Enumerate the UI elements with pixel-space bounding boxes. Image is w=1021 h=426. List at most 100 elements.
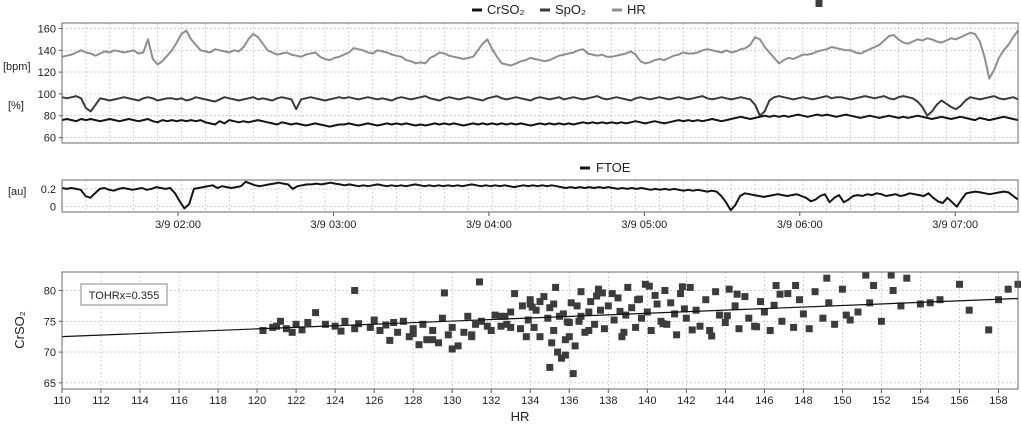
- scatter-point-175: [985, 326, 993, 334]
- scatter-point-13: [355, 320, 363, 328]
- scatter-point-186: [616, 307, 624, 315]
- scatter-point-48: [530, 323, 538, 331]
- scatter-point-128: [846, 316, 854, 324]
- scatter-point-45: [518, 302, 526, 310]
- scatter-point-4: [292, 320, 300, 328]
- scatter-point-29: [444, 331, 452, 339]
- scatter-point-190: [776, 290, 784, 298]
- scatter-point-99: [686, 283, 694, 291]
- vitals-grid: [62, 23, 1018, 143]
- scatter-point-142: [429, 336, 437, 344]
- scatter-point-82: [632, 323, 640, 331]
- scatter-point-101: [696, 322, 704, 330]
- scatter-point-98: [682, 314, 690, 322]
- scatter-point-54: [548, 339, 556, 347]
- scatter-xtick-150: 150: [833, 395, 851, 407]
- scatter-point-184: [563, 318, 571, 326]
- scatter-point-75: [608, 290, 616, 298]
- scatter-point-59: [559, 310, 567, 318]
- ftoe-legend: FTOE: [580, 160, 631, 175]
- scatter-point-21: [405, 333, 413, 341]
- scatter-point-84: [638, 314, 645, 322]
- ftoe-ytick-0-2: 0.2: [41, 184, 56, 196]
- scatter-point-72: [597, 306, 604, 314]
- scatter-point-166: [770, 301, 778, 309]
- scatter-point-66: [577, 288, 585, 296]
- scatter-point-76: [610, 316, 618, 324]
- ftoe-xtick-5: 3/9 07:00: [932, 219, 978, 231]
- scatter-xtick-132: 132: [482, 395, 500, 407]
- scatter-point-144: [468, 331, 476, 339]
- scatter-point-148: [554, 348, 562, 356]
- scatter-point-126: [831, 320, 839, 328]
- scatter-point-114: [760, 308, 768, 316]
- ylabel-au: [au]: [8, 186, 26, 198]
- scatter-point-134: [897, 302, 905, 310]
- scatter-point-50: [536, 333, 544, 341]
- regression-line: [61, 297, 1019, 338]
- scatter-xtick-126: 126: [365, 395, 383, 407]
- scatter-point-49: [532, 306, 540, 314]
- ftoe-xtick-4: 3/9 06:00: [777, 219, 823, 231]
- ylabel-percent: [%]: [8, 100, 24, 112]
- scatter-point-120: [796, 296, 803, 304]
- scatter-point-137: [965, 306, 973, 314]
- scatter-point-60: [561, 336, 569, 344]
- scatter-point-71: [595, 285, 602, 293]
- scatter-point-92: [663, 320, 671, 328]
- scatter-point-150: [565, 333, 573, 341]
- scatter-point-96: [677, 290, 684, 298]
- scatter-point-26: [429, 327, 437, 334]
- scatter-ytick-75: 75: [44, 316, 56, 328]
- scatter-point-154: [497, 322, 505, 330]
- scatter-point-64: [573, 302, 581, 310]
- scatter-point-108: [731, 302, 739, 310]
- legend-label-hr: HR: [627, 2, 646, 17]
- scatter-point-52: [544, 314, 552, 322]
- scatter-point-147: [546, 363, 554, 371]
- scatter-point-68: [585, 308, 593, 316]
- scatter-point-94: [671, 310, 679, 318]
- scatter-point-89: [653, 300, 661, 308]
- ftoe-chart: FTOE [au] 00.2 3/9 02:00 3/9 03:00 3/9 04:…: [8, 160, 1019, 231]
- vitals-ytick-120: 120: [38, 67, 56, 79]
- scatter-xtick-118: 118: [209, 395, 227, 407]
- scatter-point-133: [887, 271, 895, 279]
- ftoe-xtick-2: 3/9 04:00: [466, 219, 512, 231]
- scatter-point-102: [702, 296, 710, 304]
- scatter-point-33: [464, 312, 472, 320]
- scatter-point-123: [811, 288, 819, 296]
- scatter-xtick-154: 154: [911, 395, 929, 407]
- scatter-point-100: [692, 306, 700, 314]
- scatter-point-65: [575, 317, 583, 325]
- scatter-point-177: [312, 309, 320, 317]
- scatter-point-104: [712, 288, 720, 296]
- scatter-point-46: [524, 316, 532, 324]
- scatter-point-87: [647, 327, 655, 334]
- scatter-ytick-65: 65: [44, 378, 56, 390]
- scatter-xtick-144: 144: [716, 395, 734, 407]
- scatter-point-162: [678, 283, 686, 291]
- series-line-crso: [61, 113, 1019, 128]
- vitals-ytick-60: 60: [44, 133, 56, 145]
- scatter-point-118: [784, 290, 792, 298]
- scatter-xtick-152: 152: [872, 395, 890, 407]
- scatter-point-93: [667, 299, 675, 307]
- scatter-point-28: [438, 314, 446, 322]
- scatter-point-153: [585, 327, 593, 334]
- scatter-point-170: [866, 299, 874, 307]
- scatter-xtick-156: 156: [950, 395, 968, 407]
- vitals-legend: CrSO₂ SpO₂ HR: [472, 2, 646, 17]
- scatter-xtick-140: 140: [638, 395, 656, 407]
- scatter-point-174: [956, 280, 963, 288]
- vitals-chart: CrSO₂ SpO₂ HR [bpm] [%] 60 80 100 120 140 160: [3, 2, 1019, 145]
- scatter-point-132: [877, 317, 885, 325]
- vitals-ytick-100: 100: [38, 89, 56, 101]
- scatter-xtick-124: 124: [326, 395, 344, 407]
- annotation-text: TOHRx=0.355: [89, 290, 159, 302]
- scatter-point-164: [733, 290, 741, 298]
- scatter-point-43: [511, 290, 519, 298]
- scatter-point-11: [341, 317, 349, 325]
- scatter-point-32: [460, 328, 468, 336]
